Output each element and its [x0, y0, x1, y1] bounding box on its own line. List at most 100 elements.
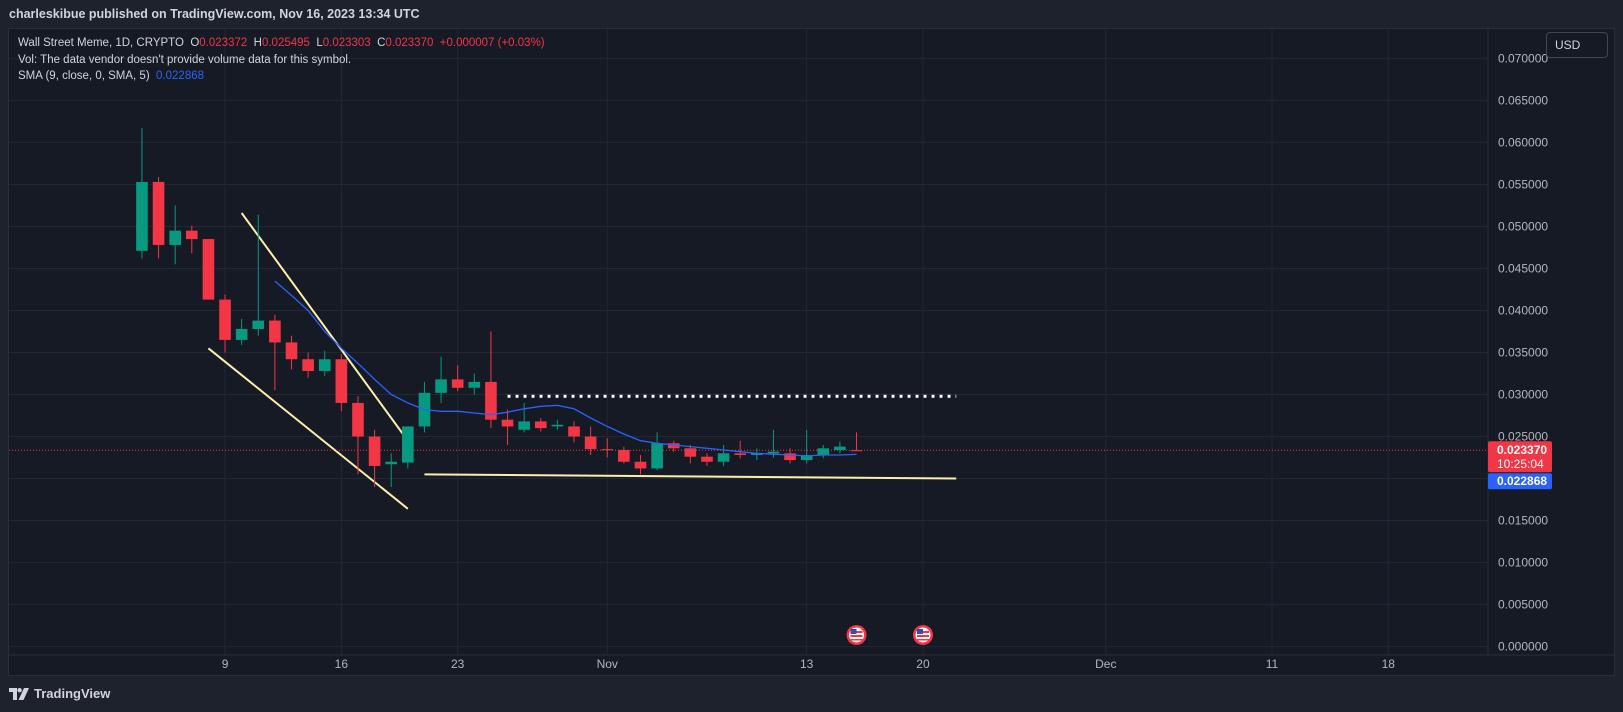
candle — [667, 440, 680, 452]
x-tick-label: 23 — [451, 657, 465, 671]
candle-body — [568, 426, 580, 437]
grid-lines — [9, 29, 1488, 655]
flag-stripe — [850, 635, 863, 637]
candles — [136, 128, 863, 487]
candle-body — [185, 230, 198, 240]
chart-legend: Wall Street Meme, 1D, CRYPTO O0.023372 H… — [18, 35, 545, 85]
y-tick-label: 0.065000 — [1498, 93, 1548, 107]
candle — [352, 396, 364, 475]
candle-body — [202, 239, 215, 300]
x-tick-label: 16 — [335, 657, 349, 671]
candle — [418, 381, 431, 433]
sma-price-label: 0.022868 — [1488, 473, 1552, 490]
candle-body — [385, 461, 398, 465]
countdown-timer: 10:25:04 — [1497, 457, 1544, 471]
us-flag-icon — [846, 625, 867, 645]
candle — [684, 444, 697, 464]
x-tick-label: Dec — [1095, 657, 1116, 671]
y-tick-label: 0.000000 — [1498, 640, 1548, 654]
candle — [285, 335, 298, 370]
y-tick-label: 0.025000 — [1498, 430, 1548, 444]
candle-body — [501, 419, 514, 427]
candle-body — [219, 299, 231, 340]
candle-body — [252, 320, 265, 329]
y-tick-label: 0.035000 — [1498, 346, 1548, 360]
candle-body — [701, 456, 713, 462]
legend-volume-text: Vol: The data vendor doesn't provide vol… — [18, 53, 352, 66]
candle-body — [518, 421, 530, 430]
support-line — [424, 473, 957, 480]
candle-body — [402, 426, 414, 463]
legend-sma-row: SMA (9, close, 0, SMA, 5) 0.022868 — [18, 68, 545, 85]
candle-body — [169, 230, 181, 245]
candle — [651, 432, 663, 471]
candle — [202, 239, 215, 300]
legend-high-label: H — [253, 37, 262, 49]
sma-price-label-bg — [1488, 473, 1552, 490]
x-tick-label: 11 — [1266, 657, 1279, 671]
candle-body — [451, 379, 464, 388]
us-flag-icon — [912, 625, 933, 645]
x-tick-label: 20 — [916, 657, 930, 671]
candle — [318, 350, 331, 377]
x-tick-label: 9 — [222, 657, 229, 671]
sma-price-value: 0.022868 — [1497, 474, 1547, 488]
candle-body — [684, 448, 697, 457]
candle — [601, 438, 614, 458]
candle — [701, 453, 713, 466]
candle-body — [717, 453, 730, 462]
currency-button[interactable]: USD — [1546, 32, 1608, 58]
candle — [468, 373, 481, 395]
y-tick-label: 0.050000 — [1498, 219, 1548, 233]
candle — [485, 331, 497, 429]
candle-body — [601, 449, 614, 451]
candle — [501, 409, 514, 445]
candle — [518, 402, 530, 433]
candle — [385, 453, 398, 487]
upper-trendline — [240, 212, 409, 442]
candle-body — [667, 443, 680, 449]
legend-sma-text: SMA (9, close, 0, SMA, 5) — [18, 70, 150, 82]
candle — [634, 455, 647, 475]
candle — [834, 441, 846, 454]
candle — [152, 176, 165, 259]
y-tick-label: 0.015000 — [1498, 514, 1548, 528]
candle-body — [534, 421, 547, 429]
candle — [219, 294, 231, 353]
flag-stripe — [850, 639, 863, 641]
candle — [169, 205, 181, 265]
footer-bar — [0, 676, 1623, 712]
candle-body — [651, 443, 663, 469]
candle — [335, 354, 348, 412]
candle — [734, 440, 747, 459]
candle — [435, 356, 447, 403]
x-tick-label: 18 — [1382, 657, 1396, 671]
x-tick-label: Nov — [597, 657, 618, 671]
candle — [784, 448, 796, 464]
candle — [750, 448, 763, 461]
candle — [235, 318, 248, 345]
candle-body — [302, 359, 314, 371]
legend-ohlc-row: Wall Street Meme, 1D, CRYPTO O0.023372 H… — [18, 35, 545, 52]
last-price-value: 0.023370 — [1497, 443, 1547, 457]
tradingview-brand[interactable]: TradingView — [9, 686, 110, 701]
flag-canton — [916, 629, 923, 634]
candle-body — [235, 328, 248, 340]
candle — [568, 421, 580, 443]
candle — [534, 418, 547, 432]
candle-body — [368, 436, 381, 466]
y-tick-label: 0.060000 — [1498, 135, 1548, 149]
candle-body — [767, 451, 780, 454]
last-price-label-bg — [1488, 441, 1552, 473]
candle — [551, 419, 564, 430]
candle — [368, 429, 381, 487]
candle — [850, 432, 863, 452]
candle — [451, 365, 464, 392]
candle — [800, 429, 813, 464]
y-tick-label: 0.045000 — [1498, 261, 1548, 275]
candle — [136, 128, 148, 259]
candle — [269, 314, 281, 391]
candle — [302, 352, 314, 378]
